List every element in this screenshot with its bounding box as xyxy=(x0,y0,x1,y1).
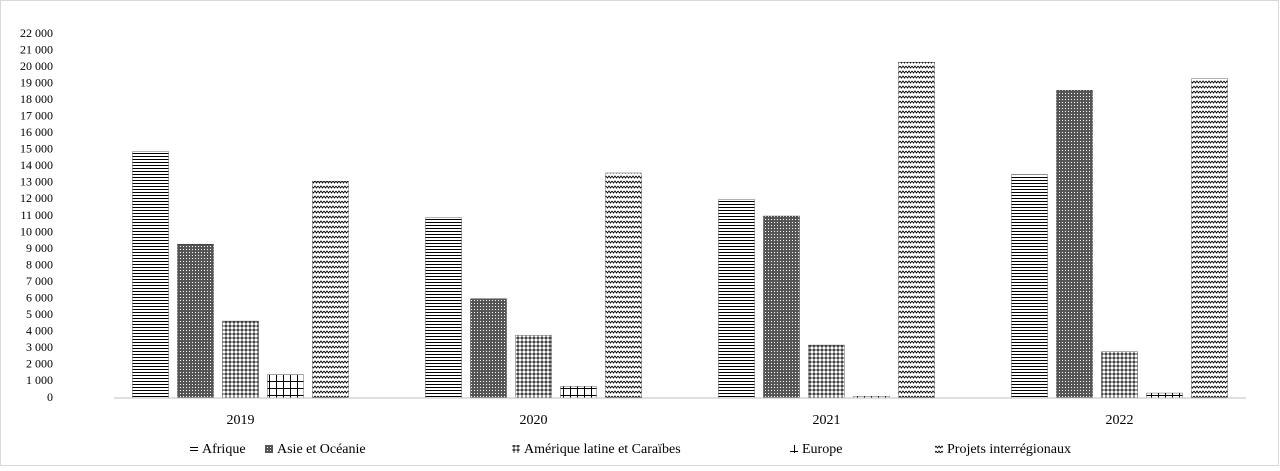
bar xyxy=(605,172,642,399)
y-tick-label: 1 000 xyxy=(26,373,53,387)
bar xyxy=(560,386,597,399)
bar xyxy=(1056,90,1093,399)
legend-label: Afrique xyxy=(202,442,246,457)
bar xyxy=(1146,392,1183,399)
y-tick-label: 10 000 xyxy=(20,224,53,238)
y-tick-label: 20 000 xyxy=(20,59,53,73)
legend-swatch xyxy=(265,445,273,453)
bar xyxy=(1191,78,1228,399)
bar xyxy=(1101,351,1138,399)
y-tick-label: 17 000 xyxy=(20,108,53,122)
y-tick-label: 0 xyxy=(47,390,53,404)
legend-label: Projets interrégionaux xyxy=(947,442,1071,457)
bar xyxy=(898,61,935,399)
y-tick-label: 19 000 xyxy=(20,75,53,89)
x-tick-label: 2019 xyxy=(227,413,255,428)
y-tick-label: 5 000 xyxy=(26,307,53,321)
legend-swatch xyxy=(935,445,943,453)
x-tick-label: 2021 xyxy=(813,413,841,428)
bar xyxy=(312,181,349,399)
bar xyxy=(718,199,755,399)
y-tick-label: 22 000 xyxy=(20,26,53,40)
bar xyxy=(1011,174,1048,399)
legend-label: Asie et Océanie xyxy=(277,442,366,457)
y-tick-label: 3 000 xyxy=(26,340,53,354)
bar xyxy=(425,217,462,399)
y-tick-label: 18 000 xyxy=(20,92,53,106)
legend-swatch xyxy=(190,445,198,453)
bar xyxy=(177,243,214,399)
y-tick-label: 11 000 xyxy=(20,208,53,222)
y-tick-label: 6 000 xyxy=(26,290,53,304)
y-tick-label: 12 000 xyxy=(20,191,53,205)
bar xyxy=(763,215,800,399)
y-tick-label: 8 000 xyxy=(26,257,53,271)
legend-swatch xyxy=(790,445,798,453)
y-tick-label: 9 000 xyxy=(26,241,53,255)
x-tick-label: 2022 xyxy=(1106,413,1134,428)
bar xyxy=(267,374,304,399)
y-tick-label: 7 000 xyxy=(26,274,53,288)
y-tick-label: 16 000 xyxy=(20,125,53,139)
bar xyxy=(515,334,552,399)
bar xyxy=(132,151,169,399)
legend-label: Amérique latine et Caraïbes xyxy=(524,442,681,457)
y-tick-label: 14 000 xyxy=(20,158,53,172)
y-tick-label: 13 000 xyxy=(20,175,53,189)
legend-label: Europe xyxy=(802,442,842,457)
y-tick-label: 2 000 xyxy=(26,357,53,371)
bar xyxy=(470,298,507,399)
x-tick-label: 2020 xyxy=(520,413,548,428)
y-tick-label: 4 000 xyxy=(26,324,53,338)
y-tick-label: 21 000 xyxy=(20,42,53,56)
legend-swatch xyxy=(512,445,520,453)
y-tick-label: 15 000 xyxy=(20,142,53,156)
bar xyxy=(222,320,259,399)
bar xyxy=(808,344,845,399)
